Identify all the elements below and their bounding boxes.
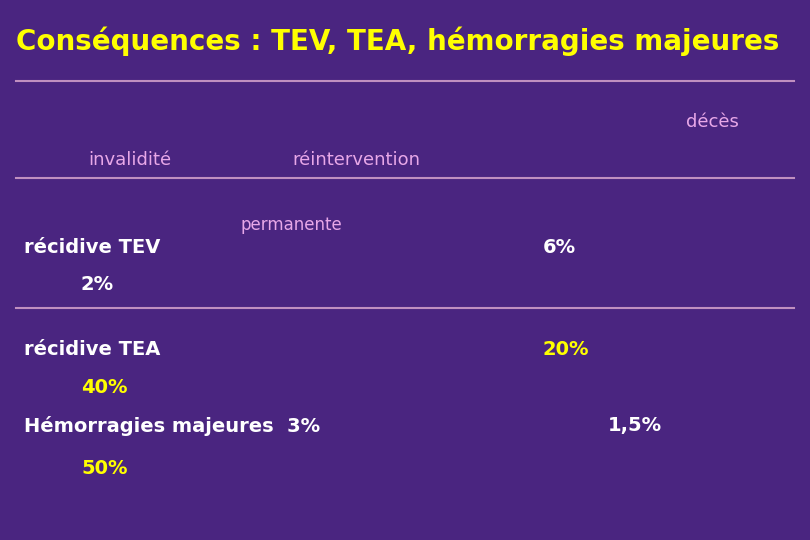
Text: 50%: 50% xyxy=(81,459,127,478)
Text: 6%: 6% xyxy=(543,238,576,256)
Text: récidive TEA: récidive TEA xyxy=(24,340,160,359)
Text: 40%: 40% xyxy=(81,378,127,397)
Text: Conséquences : TEV, TEA, hémorragies majeures: Conséquences : TEV, TEA, hémorragies maj… xyxy=(16,27,779,57)
Text: réintervention: réintervention xyxy=(292,151,420,169)
Text: invalidité: invalidité xyxy=(88,151,171,169)
Text: décès: décès xyxy=(686,113,740,131)
Text: permanente: permanente xyxy=(241,216,343,234)
Text: 20%: 20% xyxy=(543,340,589,359)
Text: 1,5%: 1,5% xyxy=(608,416,662,435)
Text: récidive TEV: récidive TEV xyxy=(24,238,160,256)
Text: Hémorragies majeures  3%: Hémorragies majeures 3% xyxy=(24,416,321,436)
Text: 2%: 2% xyxy=(81,275,114,294)
